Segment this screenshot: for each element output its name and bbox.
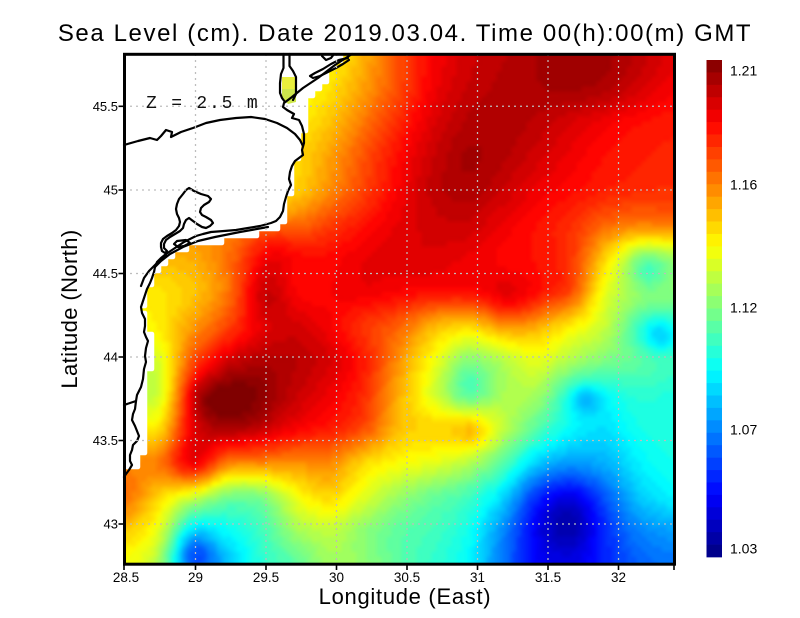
- svg-text:29.5: 29.5: [253, 570, 279, 585]
- svg-text:31: 31: [470, 570, 485, 585]
- svg-text:32: 32: [611, 570, 626, 585]
- svg-text:45.5: 45.5: [93, 99, 118, 114]
- svg-text:45: 45: [104, 183, 118, 198]
- svg-text:1.21: 1.21: [730, 63, 757, 79]
- svg-text:43: 43: [104, 517, 118, 532]
- svg-text:1.16: 1.16: [730, 177, 757, 193]
- svg-text:1.12: 1.12: [730, 300, 757, 316]
- svg-text:31.5: 31.5: [535, 570, 561, 585]
- svg-text:1.03: 1.03: [730, 541, 757, 557]
- svg-text:30.5: 30.5: [394, 570, 420, 585]
- svg-text:Longitude (East): Longitude (East): [319, 584, 492, 609]
- svg-text:29: 29: [188, 570, 203, 585]
- svg-text:Sea Level (cm). Date 2019.03.0: Sea Level (cm). Date 2019.03.04. Time 00…: [58, 20, 752, 47]
- svg-text:Z = 2.5 m: Z = 2.5 m: [146, 94, 259, 114]
- svg-text:30: 30: [329, 570, 344, 585]
- svg-text:44.5: 44.5: [93, 266, 118, 281]
- svg-text:44: 44: [104, 350, 118, 365]
- svg-text:43.5: 43.5: [93, 433, 118, 448]
- svg-text:28.5: 28.5: [113, 570, 139, 585]
- svg-text:1.07: 1.07: [730, 422, 757, 438]
- svg-text:Latitude (North): Latitude (North): [57, 229, 82, 388]
